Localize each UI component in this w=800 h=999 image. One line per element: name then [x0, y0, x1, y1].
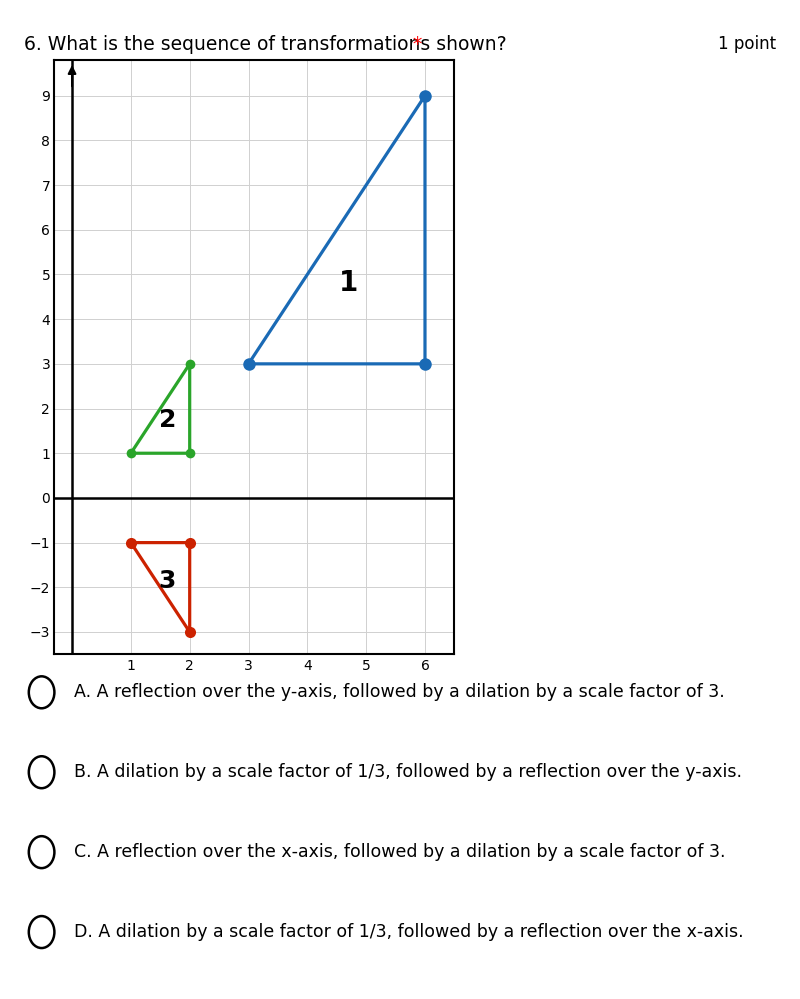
Text: 1 point: 1 point: [718, 35, 776, 53]
Text: D. A dilation by a scale factor of 1/3, followed by a reflection over the x-axis: D. A dilation by a scale factor of 1/3, …: [74, 923, 743, 941]
Text: 6. What is the sequence of transformations shown?: 6. What is the sequence of transformatio…: [24, 35, 513, 54]
Text: 1: 1: [339, 270, 358, 298]
Text: 2: 2: [158, 408, 176, 432]
Text: 3: 3: [158, 568, 176, 592]
Text: A. A reflection over the y-axis, followed by a dilation by a scale factor of 3.: A. A reflection over the y-axis, followe…: [74, 683, 724, 701]
Text: *: *: [412, 35, 422, 54]
Text: C. A reflection over the x-axis, followed by a dilation by a scale factor of 3.: C. A reflection over the x-axis, followe…: [74, 843, 725, 861]
Text: B. A dilation by a scale factor of 1/3, followed by a reflection over the y-axis: B. A dilation by a scale factor of 1/3, …: [74, 763, 742, 781]
